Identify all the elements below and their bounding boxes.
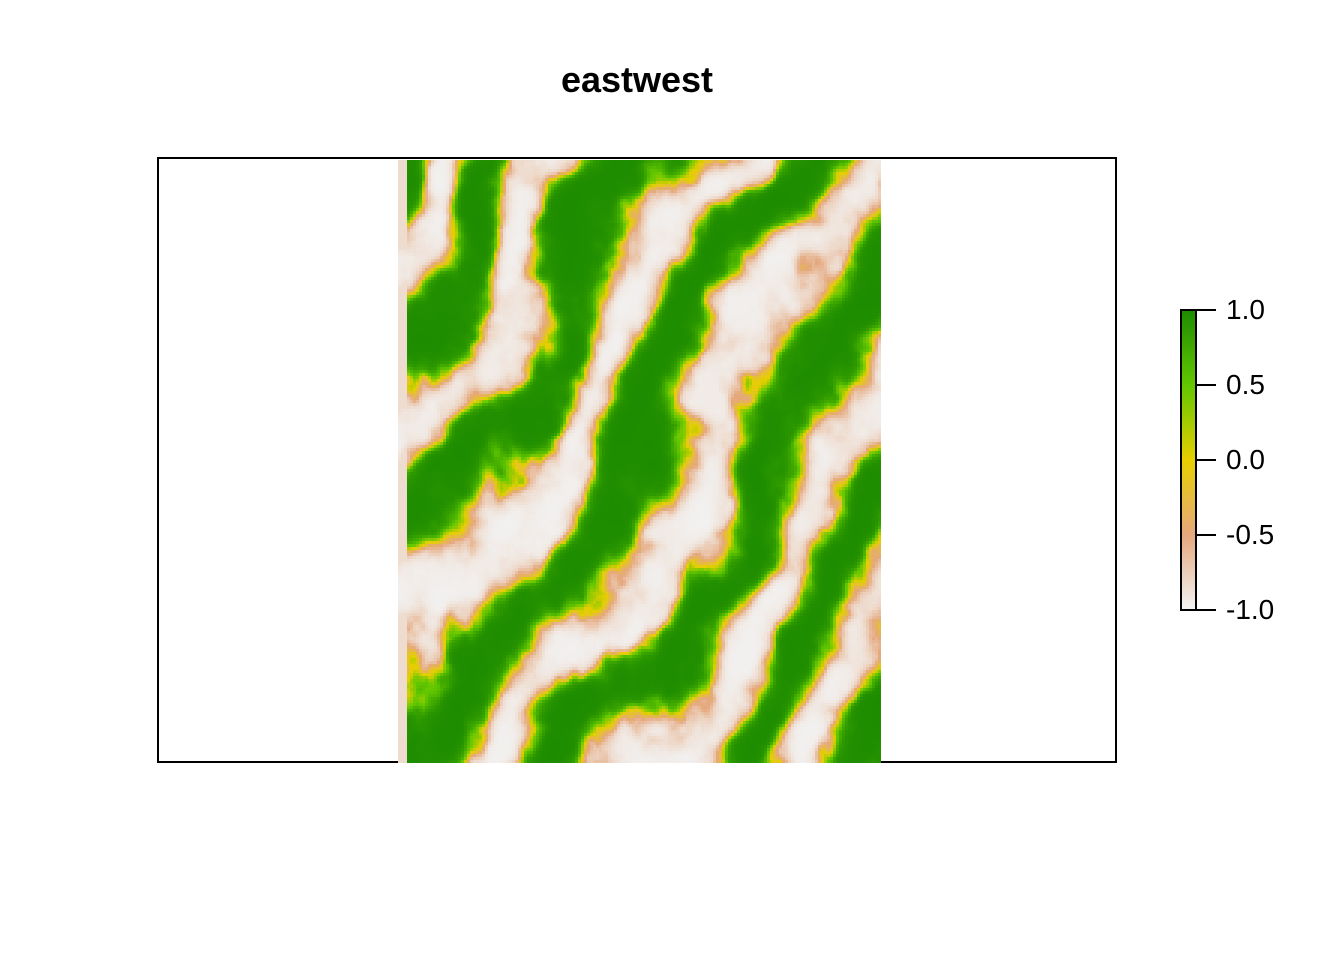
chart-title: eastwest	[560, 59, 714, 100]
raster-heatmap	[398, 160, 881, 763]
legend-tick-label: 1.0	[1226, 294, 1265, 325]
legend-tick-mark	[1197, 609, 1216, 611]
legend-tick-label: -0.5	[1226, 519, 1275, 550]
legend-tick-mark	[1197, 534, 1216, 536]
legend-tick-mark	[1197, 459, 1216, 461]
legend-tick-label: 0.0	[1226, 444, 1265, 475]
legend-tick-mark	[1197, 384, 1216, 386]
legend-tick-label: -1.0	[1226, 594, 1275, 625]
legend-tick-label: 0.5	[1226, 369, 1265, 400]
legend-colorbar	[1180, 309, 1197, 611]
legend-tick-mark	[1197, 309, 1216, 311]
